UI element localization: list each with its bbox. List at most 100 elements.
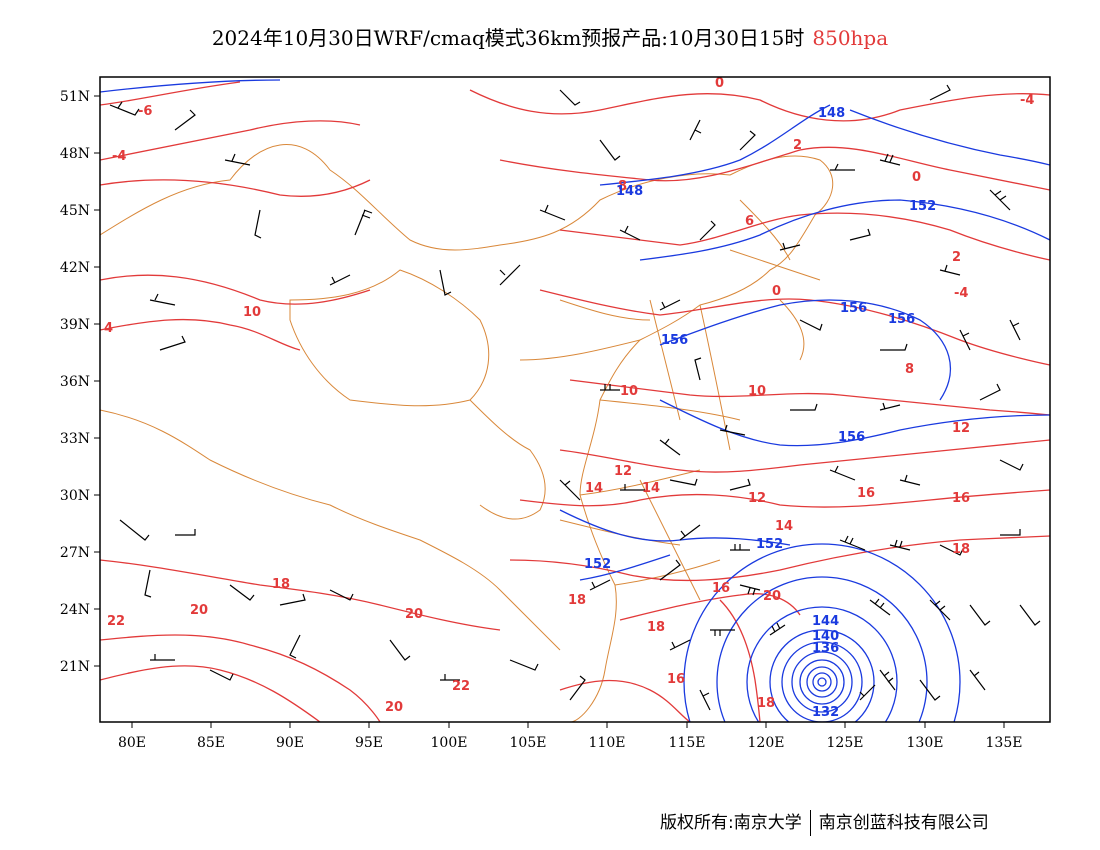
height-label: 152	[756, 537, 783, 552]
height-label: 156	[840, 301, 867, 316]
lon-label: 135E	[986, 735, 1023, 751]
lat-label: 42N	[60, 260, 90, 276]
temp-label: 20	[190, 603, 208, 618]
lat-label: 48N	[60, 146, 90, 162]
wind-barb	[669, 639, 691, 651]
lon-label: 80E	[118, 735, 146, 751]
wind-barb	[329, 589, 354, 601]
temp-label: -6	[138, 104, 152, 119]
isotherm	[100, 318, 301, 351]
isotherm	[100, 665, 321, 722]
temp-label: 8	[905, 362, 914, 377]
lat-label: 45N	[60, 203, 90, 219]
isotherm	[559, 212, 1050, 261]
low-contour	[799, 659, 845, 705]
temp-label: 22	[107, 614, 125, 629]
height-label: 136	[812, 641, 839, 656]
wind-barb	[209, 669, 234, 681]
isotherm	[100, 120, 361, 161]
wind-barb	[679, 524, 701, 541]
height-contour	[559, 509, 791, 546]
temp-label: 0	[715, 76, 724, 91]
height-label: 148	[616, 184, 643, 199]
wind-barb	[869, 598, 891, 616]
province-boundaries	[100, 144, 834, 722]
temp-label: 14	[585, 481, 603, 496]
footer-divider	[809, 810, 811, 836]
wind-barb	[969, 669, 986, 691]
wind-barb	[730, 544, 750, 551]
wind-barbs	[109, 84, 1041, 711]
lat-label: 36N	[60, 374, 90, 390]
lat-label: 39N	[60, 317, 90, 333]
wind-barb	[329, 274, 351, 286]
lat-label: 30N	[60, 488, 90, 504]
wind-barb	[859, 684, 876, 701]
temp-label: 0	[772, 284, 781, 299]
lon-label: 95E	[355, 735, 383, 751]
wind-barb	[919, 679, 941, 701]
isotherm	[499, 146, 1050, 191]
title-level: 850hpa	[812, 26, 889, 50]
temp-label: 16	[712, 581, 730, 596]
wind-barb	[879, 669, 896, 691]
wind-barb	[699, 220, 716, 241]
wind-barb	[689, 119, 702, 141]
height-contour	[639, 199, 1050, 261]
wind-barb	[879, 402, 901, 411]
temp-label: 20	[763, 589, 781, 604]
wind-barb	[279, 593, 306, 606]
height-label: 144	[812, 614, 839, 629]
isotherms	[100, 81, 1050, 722]
wind-barb	[159, 335, 186, 351]
isotherm	[100, 81, 241, 106]
wind-barb	[499, 264, 521, 286]
inner-boundary-5	[729, 199, 821, 361]
lat-label: 51N	[60, 89, 90, 105]
low-contour	[791, 651, 853, 713]
map-title: 2024年10月30日WRF/cmaq模式36km预报产品:10月30日15时 8…	[0, 22, 1100, 51]
wind-barb	[790, 403, 818, 411]
lon-label: 105E	[510, 735, 547, 751]
wind-barb	[799, 319, 823, 331]
wind-barb	[559, 89, 581, 106]
wind-barb	[1019, 604, 1041, 626]
wind-barb	[559, 479, 581, 501]
isotherm	[469, 89, 1050, 122]
wind-barb	[509, 659, 539, 671]
latitude-axis	[94, 95, 100, 667]
low-contour	[716, 576, 928, 722]
wind-barb	[839, 535, 866, 551]
wind-barb	[889, 539, 911, 551]
height-label: 152	[584, 557, 611, 572]
copyright-footer: 版权所有:南京大学 南京创蓝科技有限公司	[660, 808, 989, 836]
temp-label: 12	[614, 464, 632, 479]
wind-barb	[150, 654, 175, 661]
isotherm	[569, 379, 1050, 416]
temp-label: 0	[912, 170, 921, 185]
height-label: 156	[838, 430, 865, 445]
temp-label: -4	[954, 286, 968, 301]
wind-barb	[149, 293, 176, 306]
height-label: 132	[812, 705, 839, 720]
temp-label: 18	[568, 593, 586, 608]
isotherm	[619, 593, 801, 621]
height-contours	[100, 79, 1050, 581]
wind-barb	[719, 424, 746, 436]
temp-label: 2	[952, 250, 961, 265]
china-south-border	[100, 409, 561, 651]
temperature-labels: -6 -4 -4 0 2 8 6 0 2 10 4 0 8 10 12 12 1…	[104, 76, 1034, 715]
wind-barb	[989, 189, 1011, 211]
low-contour	[769, 629, 875, 722]
lon-label: 110E	[589, 735, 626, 751]
wind-barb	[929, 84, 951, 101]
wind-barb	[699, 689, 711, 711]
low-contour	[781, 641, 863, 722]
height-contour	[659, 399, 1050, 447]
wind-barb	[779, 242, 801, 251]
isotherm	[100, 634, 381, 722]
wind-barb	[174, 109, 196, 131]
temp-label: 16	[857, 486, 875, 501]
wind-barb	[979, 383, 1001, 401]
